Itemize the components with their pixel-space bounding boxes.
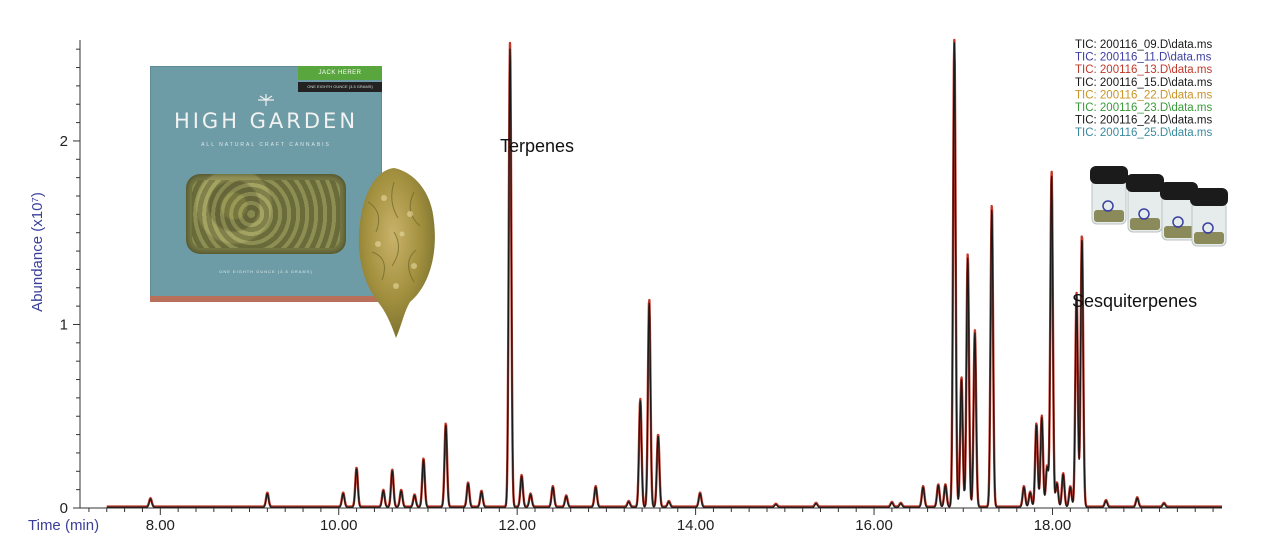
package-window	[186, 174, 346, 254]
x-tick-label: 12.00	[498, 517, 536, 534]
x-tick-label: 8.00	[146, 517, 175, 534]
legend-entry: TIC: 200116_24.D\data.ms	[1075, 115, 1212, 127]
legend-entry: TIC: 200116_09.D\data.ms	[1075, 39, 1212, 51]
legend-entry: TIC: 200116_13.D\data.ms	[1075, 64, 1212, 76]
chromatogram-traces	[105, 38, 1223, 508]
legend-entry: TIC: 200116_15.D\data.ms	[1075, 77, 1212, 89]
sample-vials-image	[1090, 166, 1228, 247]
cannabis-leaf-icon	[258, 94, 274, 106]
x-tick-label: 18.00	[1034, 517, 1072, 534]
package-brand: HIGH GARDEN	[173, 109, 359, 133]
annotation-sesquiterpenes: Sesquiterpenes	[1072, 291, 1197, 311]
legend-entry: TIC: 200116_22.D\data.ms	[1075, 89, 1212, 101]
cannabis-bud-image	[358, 168, 435, 338]
x-tick-label: 14.00	[677, 517, 715, 534]
package-tagline: ALL NATURAL CRAFT CANNABIS	[201, 142, 331, 148]
product-package-image: JACK HERER ONE EIGHTH OUNCE (3.5 GRAMS) …	[150, 66, 382, 302]
x-tick-label: 16.00	[855, 517, 893, 534]
package-weight-tag: ONE EIGHTH OUNCE (3.5 GRAMS)	[298, 82, 382, 92]
y-tick-label: 1	[60, 316, 68, 333]
x-axis-label: Time (min)	[28, 517, 99, 534]
legend-entry: TIC: 200116_23.D\data.ms	[1075, 102, 1212, 114]
legend-entry: TIC: 200116_25.D\data.ms	[1075, 127, 1212, 139]
tick-labels: 8.00 10.00 12.00 14.00 16.00 18.00 0 1 2	[60, 133, 1072, 534]
annotation-terpenes: Terpenes	[500, 136, 574, 156]
package-strain-tag: JACK HERER	[298, 66, 382, 80]
x-tick-label: 10.00	[320, 517, 358, 534]
y-tick-label: 0	[60, 500, 68, 517]
y-tick-label: 2	[60, 133, 68, 150]
trace-black-series	[106, 42, 1223, 508]
y-axis-label: Abundance (x10⁷)	[29, 192, 46, 312]
package-footer: ONE EIGHTH OUNCE (3.5 GRAMS)	[219, 269, 313, 274]
axes	[73, 40, 1222, 515]
legend-entry: TIC: 200116_11.D\data.ms	[1075, 52, 1212, 64]
